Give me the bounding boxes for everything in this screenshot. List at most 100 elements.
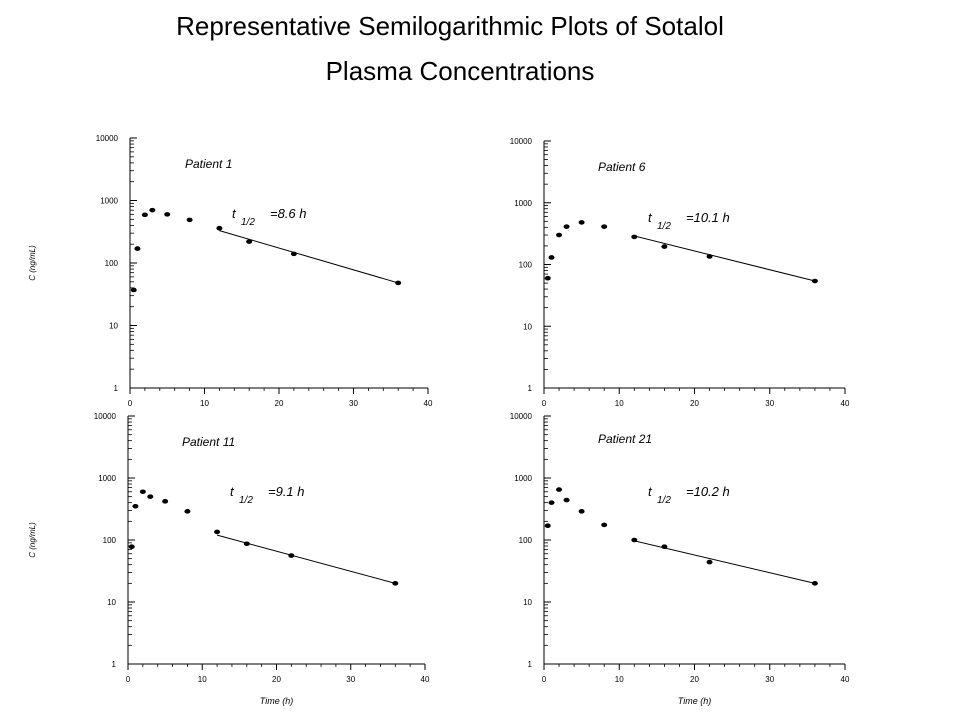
panel1-data-point [186,217,193,223]
panel3-data-point [288,553,295,558]
panel1-y-tick-label: 100 [105,259,119,268]
panel1-annotation-sub: 1/2 [241,217,255,228]
panel2-annotation-t: t [648,210,653,225]
panel4-data-point [661,544,668,549]
panel4-data-point [544,523,551,529]
panel3-data-point [139,489,146,495]
panel3-data-point [243,541,250,547]
panel2-y-tick-label: 100 [519,261,533,270]
panel4-y-tick-label: 10 [523,598,532,607]
panel4-data-point [548,500,555,505]
panel3-x-tick-label: 20 [272,675,281,684]
panel3-annotation-value: =9.1 h [268,484,305,499]
panel3-fit-line [216,534,396,584]
panel4-annotation-sub: 1/2 [657,495,671,506]
panel1-y-tick-label: 1000 [100,197,118,206]
panel4-data-point [811,581,818,586]
panel4-data-point [563,497,570,503]
panel3-x-tick-label: 30 [346,675,355,684]
panel3-data-point [392,581,399,586]
panel4-x-tick-label: 30 [765,675,774,684]
page-title-line1: Representative Semilogarithmic Plots of … [176,11,724,41]
panel1-y-tick-label: 1 [114,384,119,393]
panel1-data-point [290,251,297,257]
panel1-x-tick-label: 10 [200,399,209,408]
panel4-data-point [556,487,563,492]
panel4-data-point [706,559,713,565]
panel3-title: Patient 11 [182,435,235,449]
panel4-y-tick-label: 100 [519,536,533,545]
panel1-y-axis-label: C (ng/mL) [28,245,37,281]
panel2-y-tick-label: 1 [528,384,533,393]
panel4-annotation-t: t [648,484,653,499]
panel2-annotation-value: =10.1 h [686,210,730,225]
panel1-data-point [395,280,402,286]
panel3-y-tick-label: 1000 [98,474,116,483]
panel3-data-point [132,503,139,509]
panel1-data-point [246,239,253,244]
panel1-annotation-value: =8.6 h [270,206,307,221]
panel1-x-tick-label: 30 [349,399,358,408]
panel4-data-point [578,509,585,514]
panel3-data-point [184,509,191,514]
panel1-data-point [130,287,137,293]
panel3-data-point [128,544,135,549]
panel1-data-point [164,212,171,217]
panel1-title: Patient 1 [185,157,232,171]
panel4-y-tick-label: 10000 [510,412,533,421]
panel2-x-tick-label: 30 [765,399,774,408]
panel1-fit-line [219,230,399,284]
panel2-data-point [544,275,551,281]
panel4-annotation-value: =10.2 h [686,484,730,499]
panel4-fit-line [634,540,816,584]
panel4-x-tick-label: 40 [841,675,850,684]
panel3-y-axis-label: C (ng/mL) [28,522,37,558]
panel2-data-point [563,224,570,229]
panel3-y-tick-label: 100 [103,536,117,545]
panel3-x-tick-label: 40 [421,675,430,684]
panel3-data-point [214,529,221,535]
panel3-annotation-t: t [230,484,235,499]
panel1-annotation-t: t [232,206,237,221]
panel2-x-tick-label: 0 [542,399,547,408]
panel2-data-point [578,220,585,225]
panel3-x-tick-label: 0 [126,675,131,684]
panel4-data-point [601,522,608,528]
panel2-fit-line [634,235,816,282]
panel2-data-point [706,254,713,259]
panel1-x-tick-label: 40 [424,399,433,408]
panel3-y-tick-label: 10000 [94,412,117,421]
panel3-data-point [147,494,154,499]
panel2-title: Patient 6 [598,160,646,174]
panel2-y-tick-label: 10 [523,322,532,331]
panel2-x-tick-label: 20 [690,399,699,408]
panel2-x-tick-label: 40 [841,399,850,408]
panel1-y-tick-label: 10000 [96,134,119,143]
panel1-data-point [134,246,141,251]
panel1-data-point [149,207,156,213]
panel4-x-tick-label: 10 [615,675,624,684]
panel2-data-point [811,278,818,284]
panel4-x-tick-label: 0 [542,675,547,684]
panel4-y-tick-label: 1 [528,660,533,669]
panel3-annotation-sub: 1/2 [239,495,253,506]
panel2-annotation-sub: 1/2 [657,221,671,232]
panel1-x-tick-label: 0 [128,399,133,408]
panel2-data-point [556,232,563,238]
panel2-data-point [661,244,668,249]
panel3-y-tick-label: 1 [112,660,117,669]
panel2-data-point [601,224,608,229]
panel4-x-tick-label: 20 [690,675,699,684]
page-title-line2: Plasma Concentrations [325,56,595,86]
panel3-x-axis-label: Time (h) [260,696,293,706]
panel2-y-tick-label: 1000 [514,199,532,208]
panel3-y-tick-label: 10 [107,598,116,607]
panel2-x-tick-label: 10 [615,399,624,408]
panel1-data-point [141,212,148,218]
panel4-title: Patient 21 [598,432,652,446]
panel4-x-axis-label: Time (h) [678,696,711,706]
panel4-y-tick-label: 1000 [514,474,532,483]
panel1-y-tick-label: 10 [109,322,118,331]
panel2-data-point [631,234,638,240]
